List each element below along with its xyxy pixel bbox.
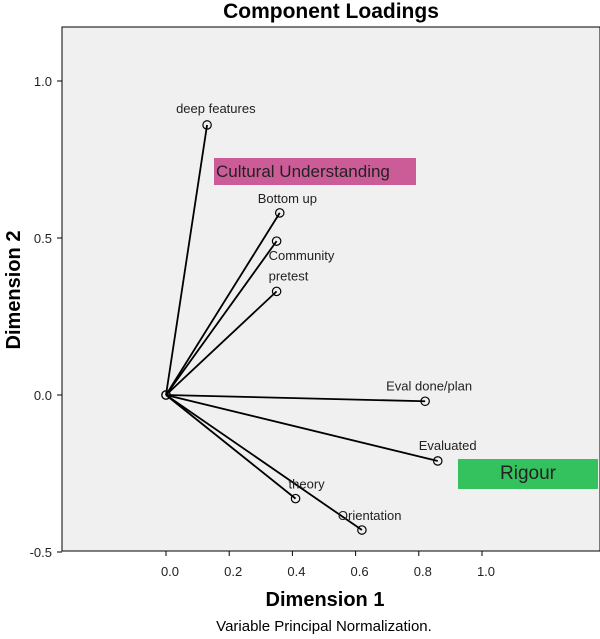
normalization-note: Variable Principal Normalization. bbox=[216, 618, 432, 635]
cultural-understanding-callout: Cultural Understanding bbox=[214, 158, 416, 185]
loading-point bbox=[202, 120, 212, 130]
variable-label: theory bbox=[289, 477, 326, 492]
loading-point bbox=[274, 208, 285, 218]
rigour-callout: Rigour bbox=[458, 459, 598, 489]
loading-point bbox=[271, 236, 282, 246]
x-tick-label: 0.8 bbox=[414, 564, 432, 579]
origin-point bbox=[161, 390, 171, 400]
chart-title: Component Loadings bbox=[223, 0, 439, 23]
variable-label: Community bbox=[269, 248, 335, 263]
variable-label: Eval done/plan bbox=[386, 378, 472, 393]
y-tick-label: 0.5 bbox=[34, 231, 52, 246]
variable-label: Bottom up bbox=[258, 191, 317, 206]
y-tick-label: 1.0 bbox=[34, 74, 52, 89]
y-tick-label: -0.5 bbox=[30, 545, 52, 560]
x-axis-title: Dimension 1 bbox=[265, 589, 385, 611]
loading-vector bbox=[165, 240, 278, 396]
loading-lines bbox=[165, 124, 438, 531]
x-tick-label: 1.0 bbox=[477, 564, 495, 579]
variable-label: deep features bbox=[176, 101, 256, 116]
loading-point bbox=[271, 286, 282, 297]
x-tick-label: 0.4 bbox=[287, 564, 305, 579]
loading-vector bbox=[165, 124, 208, 396]
loading-vector bbox=[165, 394, 426, 403]
x-tick-label: 0.2 bbox=[224, 564, 242, 579]
loading-vector bbox=[165, 290, 278, 396]
axis-ticks: -0.5 0.0 0.5 1.0 0.0 0.2 0.4 0.6 0.8 1.0 bbox=[30, 74, 495, 579]
loading-points bbox=[161, 120, 443, 535]
variable-label: Evaluated bbox=[419, 438, 477, 453]
loading-point bbox=[420, 396, 430, 407]
loading-vector bbox=[165, 394, 363, 531]
loading-point bbox=[357, 525, 367, 535]
loading-point bbox=[432, 456, 443, 466]
x-tick-label: 0.0 bbox=[161, 564, 179, 579]
x-tick-label: 0.6 bbox=[351, 564, 369, 579]
variable-label: Orientation bbox=[338, 508, 402, 523]
loading-point bbox=[290, 493, 301, 504]
variable-labels: deep features Bottom up Community pretest Ev… bbox=[176, 101, 477, 523]
loading-vector bbox=[165, 212, 281, 396]
y-axis-title: Dimension 2 bbox=[3, 230, 25, 350]
loading-vector bbox=[165, 394, 297, 500]
y-tick-label: 0.0 bbox=[34, 388, 52, 403]
loading-vector bbox=[165, 394, 438, 462]
variable-label: pretest bbox=[269, 268, 309, 283]
